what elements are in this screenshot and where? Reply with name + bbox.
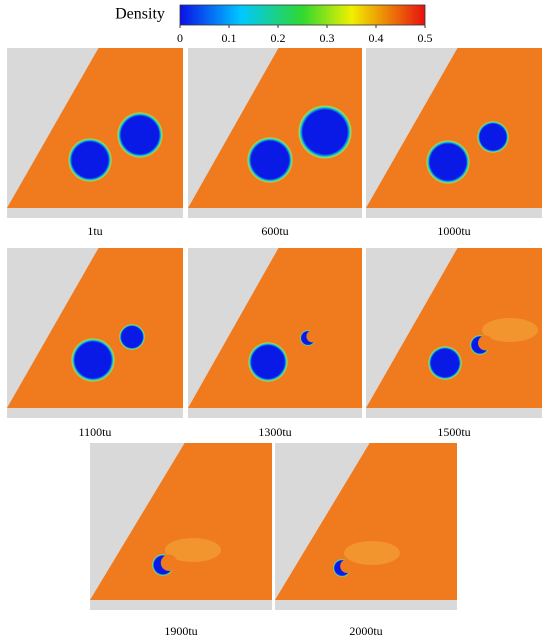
colorbar-tick-label: 0 xyxy=(177,31,183,45)
panel xyxy=(188,48,362,218)
bubble xyxy=(117,112,163,158)
domain xyxy=(188,248,362,408)
panel xyxy=(90,443,272,610)
bubble xyxy=(247,137,293,183)
panel-label: 1100tu xyxy=(79,425,112,439)
bubble xyxy=(426,140,470,184)
panel xyxy=(366,48,542,218)
colorbar-tick-label: 0.2 xyxy=(271,31,286,45)
bubble-cut xyxy=(160,554,178,572)
panel xyxy=(188,248,362,418)
panel xyxy=(7,248,183,418)
domain xyxy=(275,443,457,600)
domain xyxy=(7,48,183,208)
bubble-cut xyxy=(478,335,493,351)
bubble xyxy=(428,346,462,380)
panel-label: 2000tu xyxy=(349,624,382,638)
colorbar-tick-label: 0.4 xyxy=(369,31,384,45)
bubble-cut xyxy=(340,559,354,573)
domain xyxy=(7,248,183,408)
panel-label: 600tu xyxy=(261,224,288,238)
colorbar xyxy=(179,4,426,26)
domain xyxy=(188,48,362,208)
wake xyxy=(344,541,400,565)
bubble-cut xyxy=(306,330,319,343)
panel-label: 1300tu xyxy=(258,425,291,439)
bubble xyxy=(119,324,145,350)
bubble xyxy=(248,342,288,382)
colorbar-tick-label: 0.1 xyxy=(222,31,237,45)
bubble xyxy=(68,138,112,182)
colorbar-title: Density xyxy=(115,6,165,23)
domain xyxy=(366,48,542,208)
wake xyxy=(165,538,221,562)
colorbar-tick-label: 0.5 xyxy=(418,31,433,45)
panel-label: 1500tu xyxy=(437,425,470,439)
bubble xyxy=(71,338,115,382)
wake xyxy=(482,318,538,342)
colorbar-tick-label: 0.3 xyxy=(320,31,335,45)
panel-label: 1tu xyxy=(87,224,102,238)
panel xyxy=(366,248,542,418)
panel xyxy=(7,48,183,218)
domain xyxy=(90,443,272,600)
domain xyxy=(366,248,542,408)
panel xyxy=(275,443,457,610)
panel-label: 1000tu xyxy=(437,224,470,238)
bubble xyxy=(298,105,352,159)
bubble xyxy=(477,121,509,153)
panel-label: 1900tu xyxy=(164,624,197,638)
